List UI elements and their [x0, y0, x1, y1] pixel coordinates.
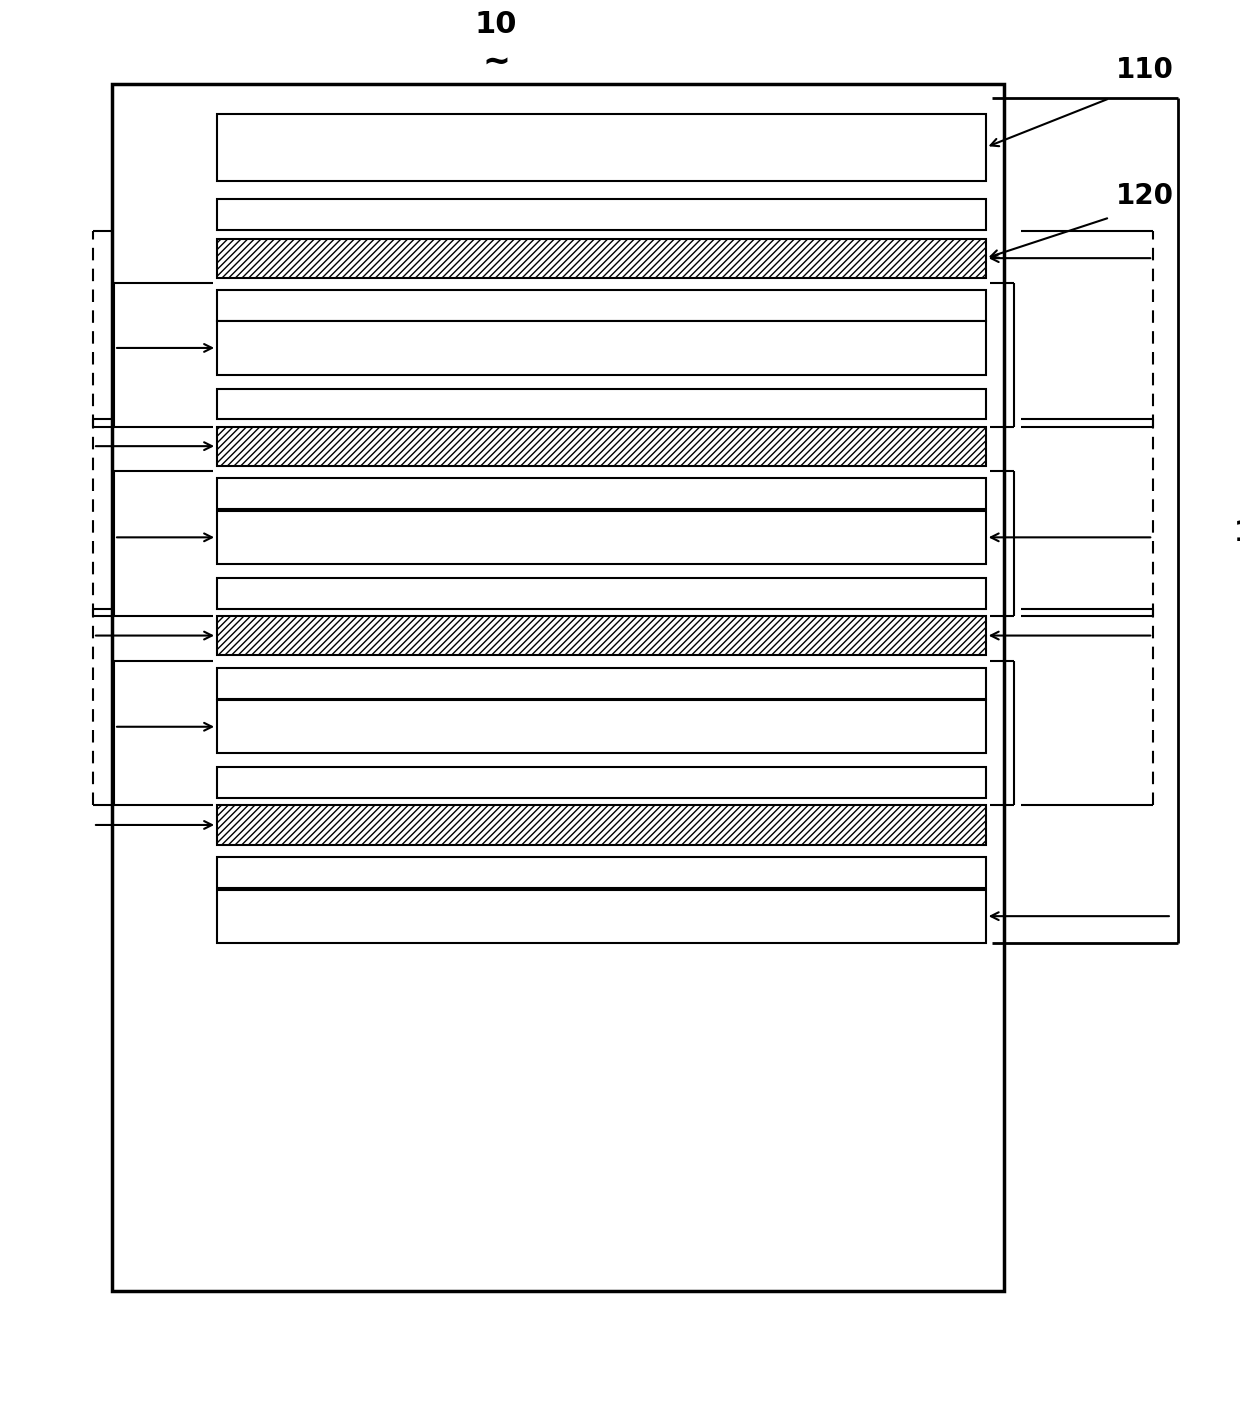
Bar	[217, 427, 986, 466]
Bar	[217, 857, 986, 888]
Text: 10: 10	[475, 10, 517, 39]
Bar	[112, 84, 1004, 1291]
Bar	[217, 290, 986, 321]
Bar	[217, 805, 986, 845]
Bar	[217, 321, 986, 375]
Bar	[217, 478, 986, 509]
Bar	[217, 511, 986, 564]
Bar	[217, 578, 986, 609]
Bar	[217, 389, 986, 419]
Bar	[217, 890, 986, 943]
Text: 100: 100	[1234, 519, 1240, 547]
Text: 120: 120	[1116, 182, 1174, 210]
Bar	[217, 668, 986, 699]
Bar	[217, 700, 986, 753]
Bar	[217, 114, 986, 181]
Text: ~: ~	[482, 45, 510, 79]
Bar	[217, 616, 986, 655]
Text: 110: 110	[1116, 56, 1174, 84]
Bar	[217, 239, 986, 278]
Bar	[217, 767, 986, 798]
Bar	[217, 199, 986, 230]
